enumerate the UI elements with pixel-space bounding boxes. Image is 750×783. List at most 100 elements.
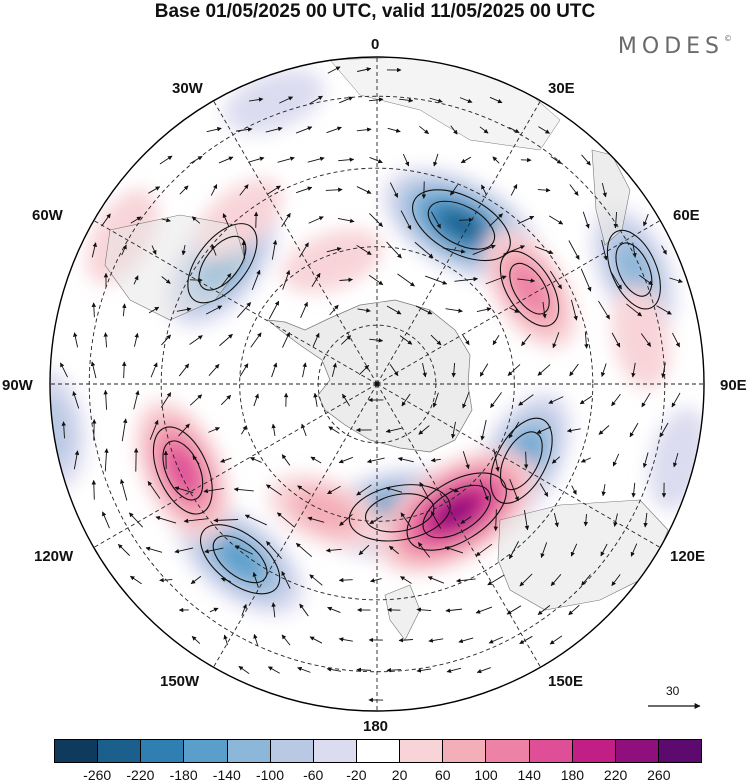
wind-vector-326 <box>568 604 580 616</box>
wind-vector-332 <box>338 637 353 642</box>
lon-label-0: 0 <box>371 36 380 53</box>
colorbar-swatch <box>615 740 659 762</box>
wind-vector-270 <box>430 511 442 529</box>
wind-vector-24 <box>159 155 173 165</box>
wind-vector-227 <box>338 456 354 464</box>
wind-vector-237 <box>642 452 649 468</box>
colorbar-swatch <box>658 740 702 762</box>
wind-vector-278 <box>117 544 131 556</box>
wind-vector-59 <box>222 213 230 227</box>
wind-vector-288 <box>417 542 431 558</box>
wind-vector-210 <box>451 421 456 439</box>
wind-vector-344 <box>356 667 372 673</box>
wind-vector-253 <box>509 479 519 502</box>
colorbar-tick-label: 260 <box>647 767 671 783</box>
wind-vector-7 <box>368 97 384 102</box>
meridian-150 <box>376 383 541 668</box>
wind-vector-160 <box>208 363 220 377</box>
wind-vector-114 <box>91 302 97 318</box>
wind-vector-290 <box>475 543 493 557</box>
wind-vector-161 <box>239 363 249 377</box>
wind-vector-121 <box>300 301 308 318</box>
colorbar-swatch <box>443 740 487 762</box>
wind-vector-138 <box>189 335 203 345</box>
contour-10-1 <box>162 440 204 501</box>
wind-vector-43 <box>267 185 281 195</box>
wind-vector-178 <box>133 390 140 410</box>
wind-vector-212 <box>508 421 520 439</box>
anomaly-negative-7-ring-0 <box>223 69 325 134</box>
wind-vector-23 <box>538 126 550 134</box>
colorbar-tick-label: 20 <box>391 767 408 783</box>
colorbar-swatch <box>356 740 401 762</box>
wind-vector-83 <box>356 245 372 255</box>
wind-vector-120 <box>268 300 280 320</box>
wind-vector-331 <box>309 636 323 644</box>
wind-vector-299 <box>220 577 231 582</box>
wind-vector-204 <box>271 423 276 437</box>
wind-vector-174 <box>631 362 636 378</box>
wind-vector-252 <box>479 479 489 501</box>
contour-lines <box>152 189 661 595</box>
wind-vector-38 <box>581 154 591 166</box>
wind-vector-87 <box>472 244 496 256</box>
wind-vector-195 <box>641 392 651 408</box>
wind-vector-277 <box>643 512 648 528</box>
contour-9-1 <box>422 484 491 539</box>
wind-vector-17 <box>356 127 372 132</box>
wind-vector-113 <box>669 277 683 283</box>
colorbar-swatch <box>572 740 616 762</box>
lon-label-30e: 30E <box>548 80 575 97</box>
wind-vector-342 <box>297 666 311 673</box>
colorbar-tick-label: 180 <box>560 767 585 783</box>
wind-vector-271 <box>460 516 472 524</box>
lon-label-120w: 120W <box>34 548 74 565</box>
wind-vector-308 <box>487 574 505 586</box>
colorbar-tick-label: 140 <box>517 767 541 783</box>
map-title: Base 01/05/2025 00 UTC, valid 11/05/2025… <box>154 1 596 22</box>
brand-logo: MODES© <box>618 34 732 59</box>
wind-vector-162 <box>271 362 278 378</box>
wind-vector-111 <box>610 270 622 290</box>
colorbar-swatch <box>55 740 99 762</box>
wind-vector-222 <box>192 455 200 465</box>
wind-vector-302 <box>309 574 323 586</box>
latitude-circle-2 <box>160 167 594 601</box>
wind-vector-259 <box>102 511 110 529</box>
wind-vector-45 <box>325 187 343 193</box>
anomaly-positive-10-ring-3 <box>166 446 200 495</box>
lon-label-150w: 150W <box>160 673 200 690</box>
wind-vector-346 <box>416 668 432 673</box>
wind-vector-236 <box>612 453 620 467</box>
wind-vector-167 <box>422 362 427 378</box>
wind-vector-124 <box>386 305 402 315</box>
wind-vector-8 <box>399 98 414 103</box>
wind-vector-18 <box>387 127 401 133</box>
wind-vector-247 <box>327 485 341 495</box>
wind-vector-261 <box>155 515 177 524</box>
wind-vector-70 <box>548 215 564 225</box>
wind-vector-311 <box>581 574 591 586</box>
wind-vector-281 <box>204 547 224 554</box>
wind-vector-314 <box>209 607 219 613</box>
contour-9-0 <box>406 472 507 551</box>
wind-vector-19 <box>419 125 429 135</box>
wind-vector-256 <box>601 484 606 497</box>
wind-vector-69 <box>517 215 535 225</box>
wind-vector-109 <box>549 270 563 290</box>
wind-vector-82 <box>326 247 342 253</box>
wind-vector-291 <box>509 541 519 560</box>
wind-vector-14 <box>265 126 283 133</box>
wind-vector-165 <box>358 364 370 376</box>
wind-vector-286 <box>358 544 370 556</box>
wind-vector-303 <box>338 577 353 583</box>
wind-vector-282 <box>234 545 253 555</box>
wind-vector-176 <box>72 391 80 409</box>
wind-vector-168 <box>451 362 456 378</box>
colorbar-tick-label: -100 <box>255 767 285 783</box>
wind-vector-217 <box>659 422 669 438</box>
wind-vector-142 <box>312 332 320 347</box>
meridian-120 <box>376 383 661 548</box>
wind-vector-218 <box>73 450 80 470</box>
wind-vector-263 <box>213 518 239 523</box>
